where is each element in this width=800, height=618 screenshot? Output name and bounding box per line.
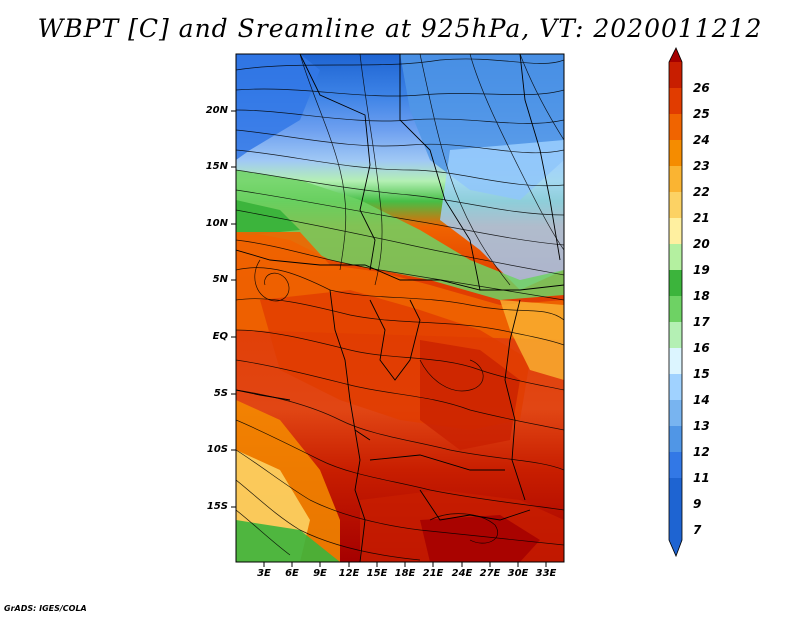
colorbar-swatch <box>669 322 682 348</box>
lat-label-eq: EQ <box>212 331 228 342</box>
colorbar-swatch <box>669 114 682 140</box>
lon-label-30e: 30E <box>507 568 529 579</box>
colorbar-label-22: 22 <box>693 185 710 199</box>
colorbar-swatch <box>669 88 682 114</box>
lon-label-18e: 18E <box>394 568 416 579</box>
colorbar <box>668 47 683 558</box>
lat-label-5n: 5N <box>212 274 228 285</box>
lon-label-6e: 6E <box>285 568 299 579</box>
colorbar-bottom-arrow <box>669 540 682 556</box>
colorbar-label-18: 18 <box>693 289 710 303</box>
colorbar-label-7: 7 <box>693 523 702 537</box>
colorbar-label-19: 19 <box>693 263 710 277</box>
colorbar-top-arrow <box>669 48 682 62</box>
lat-label-15n: 15N <box>205 161 228 172</box>
colorbar-swatch <box>669 348 682 374</box>
colorbar-label-16: 16 <box>693 341 710 355</box>
colorbar-swatch <box>669 244 682 270</box>
colorbar-label-21: 21 <box>693 211 710 225</box>
lon-label-33e: 33E <box>535 568 557 579</box>
wbpt-field <box>236 54 564 562</box>
colorbar-label-9: 9 <box>693 497 702 511</box>
lat-label-15s: 15S <box>206 501 228 512</box>
lat-label-5s: 5S <box>213 388 228 399</box>
map-frame <box>235 53 565 563</box>
colorbar-label-13: 13 <box>693 419 710 433</box>
colorbar-outline <box>668 47 683 558</box>
colorbar-label-11: 11 <box>693 471 710 485</box>
colorbar-label-14: 14 <box>693 393 710 407</box>
colorbar-swatch <box>669 400 682 426</box>
colorbar-swatch <box>669 62 682 88</box>
colorbar-label-24: 24 <box>693 133 710 147</box>
colorbar-swatch <box>669 296 682 322</box>
lon-label-24e: 24E <box>451 568 473 579</box>
colorbar-label-12: 12 <box>693 445 710 459</box>
lon-label-9e: 9E <box>313 568 327 579</box>
lat-label-10n: 10N <box>205 218 228 229</box>
colorbar-label-20: 20 <box>693 237 710 251</box>
lon-label-3e: 3E <box>257 568 271 579</box>
colorbar-swatch <box>669 426 682 452</box>
colorbar-swatch <box>669 452 682 478</box>
colorbar-label-23: 23 <box>693 159 710 173</box>
colorbar-swatch <box>669 270 682 296</box>
colorbar-swatch <box>669 478 682 540</box>
lat-label-20n: 20N <box>205 105 228 116</box>
chart-title: WBPT [C] and Sreamline at 925hPa, VT: 20… <box>37 14 763 43</box>
colorbar-swatch <box>669 192 682 218</box>
colorbar-swatch <box>669 140 682 166</box>
lon-label-21e: 21E <box>422 568 444 579</box>
lat-label-10s: 10S <box>206 444 228 455</box>
colorbar-swatch <box>669 218 682 244</box>
colorbar-label-26: 26 <box>693 81 710 95</box>
country-borders <box>236 54 564 562</box>
colorbar-label-17: 17 <box>693 315 710 329</box>
lon-label-15e: 15E <box>366 568 388 579</box>
colorbar-swatch <box>669 374 682 400</box>
colorbar-swatch <box>669 166 682 192</box>
streamlines <box>236 54 564 561</box>
grads-credit: GrADS: IGES/COLA <box>4 604 87 613</box>
lon-label-12e: 12E <box>338 568 360 579</box>
colorbar-label-15: 15 <box>693 367 710 381</box>
colorbar-label-25: 25 <box>693 107 710 121</box>
lon-ticks <box>263 562 547 567</box>
lat-ticks <box>231 110 236 508</box>
lon-label-27e: 27E <box>479 568 501 579</box>
